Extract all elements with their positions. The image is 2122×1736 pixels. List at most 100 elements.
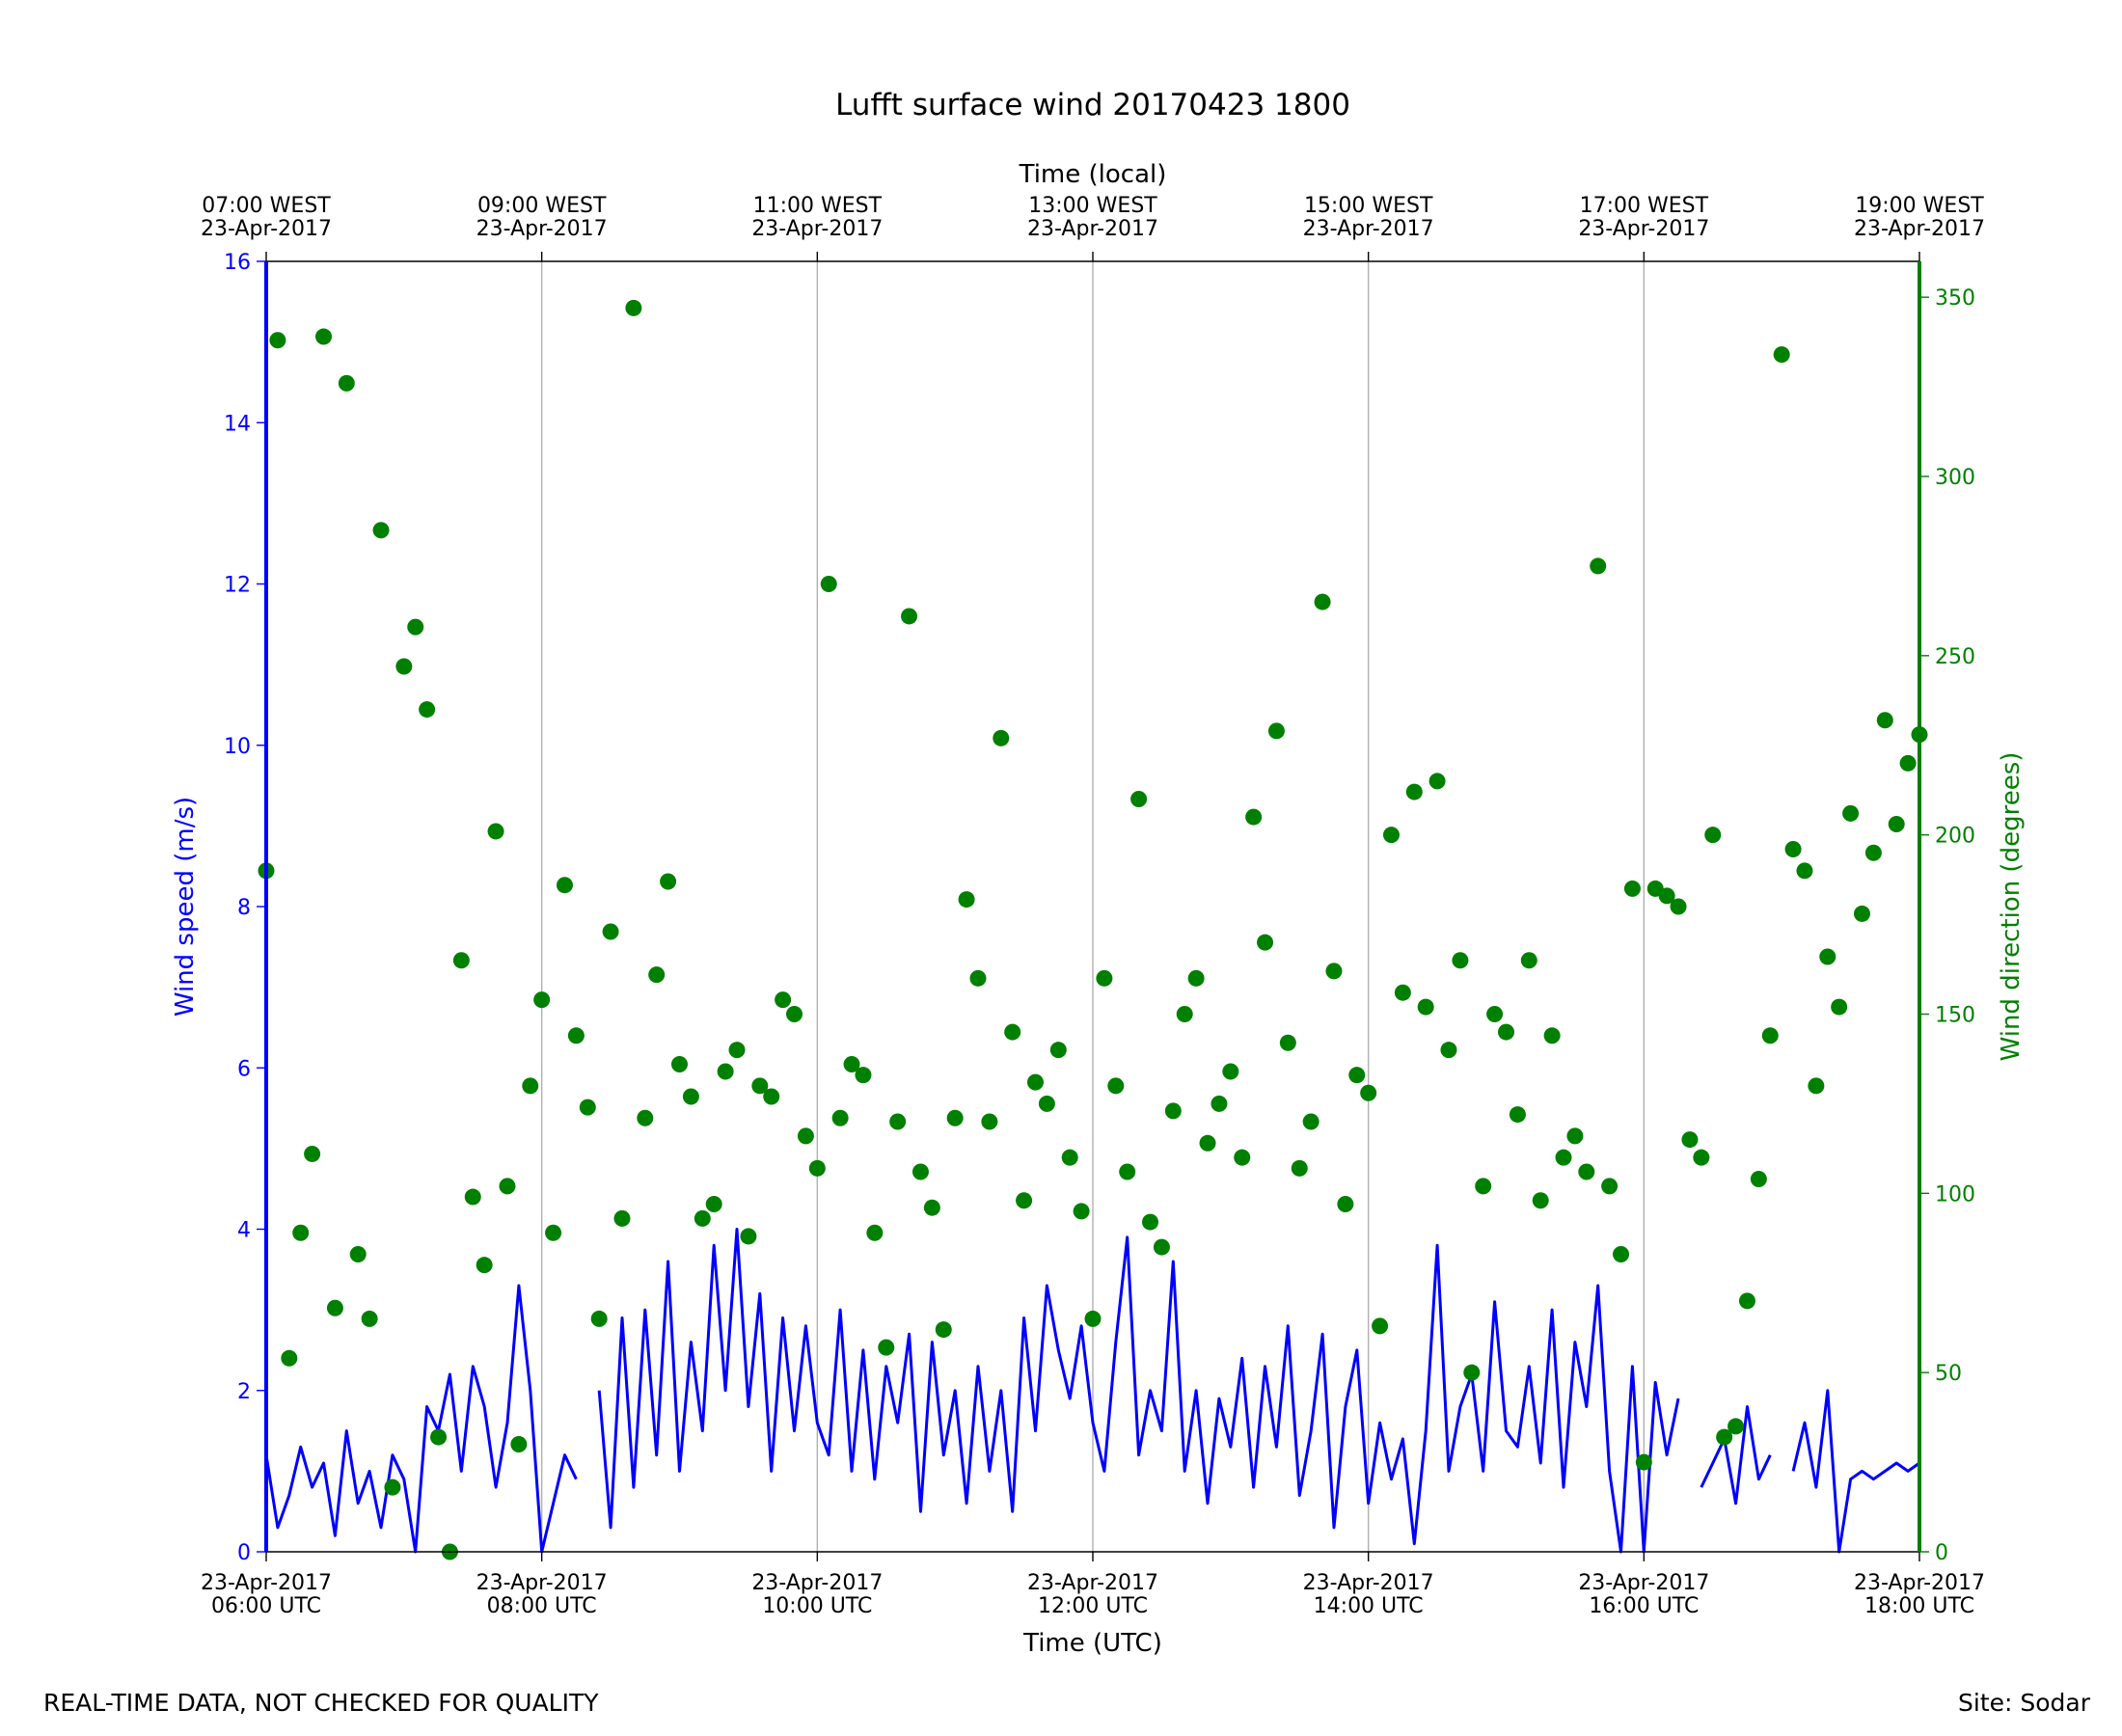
- direction-point: [1382, 827, 1400, 844]
- direction-point: [1463, 1364, 1481, 1381]
- direction-point: [1016, 1192, 1033, 1209]
- y-axis-label: Wind speed (m/s): [171, 797, 200, 1017]
- direction-point: [935, 1321, 952, 1339]
- y-tick-label: 6: [237, 1057, 251, 1081]
- direction-point: [1486, 1006, 1504, 1022]
- direction-point: [1440, 1042, 1457, 1059]
- y-tick-label: 0: [237, 1541, 251, 1565]
- direction-point: [889, 1113, 907, 1130]
- direction-point: [1061, 1149, 1078, 1166]
- direction-point: [1291, 1159, 1308, 1177]
- direction-point: [361, 1310, 378, 1327]
- direction-point: [499, 1178, 516, 1195]
- direction-point: [1704, 827, 1722, 844]
- direction-point: [464, 1188, 481, 1206]
- direction-point: [751, 1077, 769, 1095]
- direction-point: [1176, 1006, 1193, 1022]
- y2-tick-label: 0: [1935, 1541, 1948, 1565]
- direction-point: [1417, 998, 1434, 1016]
- direction-point: [602, 923, 619, 940]
- speed-line: [264, 1228, 1920, 1554]
- direction-point: [1314, 593, 1331, 610]
- y-tick-label: 16: [224, 251, 251, 275]
- direction-point: [1452, 952, 1469, 969]
- direction-point: [1302, 1113, 1319, 1130]
- direction-point: [533, 991, 551, 1009]
- direction-point: [1073, 1203, 1090, 1220]
- direction-point: [1222, 1063, 1239, 1080]
- y2-tick-label: 100: [1935, 1182, 1975, 1207]
- direction-point: [1142, 1213, 1159, 1231]
- direction-point: [1199, 1134, 1216, 1152]
- direction-point: [1348, 1067, 1366, 1084]
- direction-point: [452, 952, 470, 969]
- direction-point: [1084, 1310, 1102, 1327]
- x2-tick-label: 19:00 WEST 23-Apr-2017: [1854, 194, 1985, 241]
- direction-point: [740, 1228, 757, 1245]
- direction-point: [1899, 754, 1917, 772]
- direction-point: [1555, 1149, 1572, 1166]
- direction-point: [338, 374, 355, 392]
- direction-point: [556, 877, 573, 894]
- direction-point: [419, 701, 436, 719]
- x-tick-label: 23-Apr-2017 16:00 UTC: [1578, 1571, 1709, 1618]
- direction-point: [637, 1109, 654, 1126]
- direction-point: [1038, 1095, 1055, 1112]
- direction-point: [1509, 1106, 1526, 1124]
- direction-point: [1049, 1042, 1067, 1059]
- direction-point: [269, 332, 286, 349]
- direction-point: [1234, 1149, 1251, 1166]
- direction-point: [648, 966, 666, 984]
- direction-point: [1543, 1027, 1561, 1044]
- direction-point: [1428, 773, 1446, 790]
- direction-point: [1257, 934, 1274, 951]
- y2-tick-label: 250: [1935, 645, 1975, 669]
- direction-point: [407, 618, 424, 636]
- direction-point: [1566, 1127, 1584, 1145]
- direction-point: [326, 1299, 343, 1316]
- direction-point: [1864, 844, 1882, 861]
- y2-tick-label: 350: [1935, 286, 1975, 311]
- direction-point: [476, 1257, 493, 1274]
- x2-tick-label: 11:00 WEST 23-Apr-2017: [751, 194, 883, 241]
- direction-point: [946, 1109, 964, 1126]
- x2-tick-label: 13:00 WEST 23-Apr-2017: [1027, 194, 1158, 241]
- x-tick-label: 23-Apr-2017 06:00 UTC: [201, 1571, 332, 1618]
- y2-tick-label: 50: [1935, 1362, 1962, 1386]
- y2-tick-label: 300: [1935, 466, 1975, 490]
- direction-point: [430, 1428, 448, 1446]
- direction-point: [1211, 1095, 1228, 1112]
- direction-point: [763, 1088, 780, 1105]
- direction-point: [911, 1163, 929, 1180]
- x2-axis-label: Time (local): [1019, 160, 1167, 189]
- direction-point: [660, 873, 677, 890]
- direction-point: [522, 1077, 539, 1095]
- direction-point: [1119, 1163, 1136, 1180]
- direction-point: [878, 1339, 895, 1356]
- direction-point: [1578, 1163, 1595, 1180]
- footer-site: Site: Sodar: [1958, 1689, 2091, 1717]
- direction-point: [1498, 1023, 1514, 1041]
- direction-point: [349, 1246, 367, 1263]
- direction-point: [487, 823, 504, 840]
- direction-point: [1590, 557, 1607, 575]
- direction-point: [969, 969, 987, 987]
- direction-point: [384, 1478, 401, 1496]
- direction-point: [1842, 804, 1860, 822]
- direction-point: [717, 1063, 734, 1080]
- direction-point: [1808, 1077, 1825, 1095]
- direction-point: [866, 1224, 884, 1241]
- direction-point: [1405, 783, 1423, 800]
- chart-title: Lufft surface wind 20170423 1800: [835, 88, 1350, 122]
- direction-point: [1337, 1195, 1354, 1212]
- direction-point: [315, 328, 333, 345]
- direction-point: [671, 1056, 688, 1073]
- direction-point: [510, 1436, 528, 1452]
- direction-point: [855, 1067, 872, 1084]
- direction-point: [1394, 984, 1411, 1001]
- direction-point: [1853, 905, 1870, 922]
- y-tick-label: 14: [224, 412, 251, 436]
- direction-point: [1475, 1178, 1492, 1195]
- x2-tick-label: 09:00 WEST 23-Apr-2017: [476, 194, 608, 241]
- direction-point: [775, 991, 792, 1009]
